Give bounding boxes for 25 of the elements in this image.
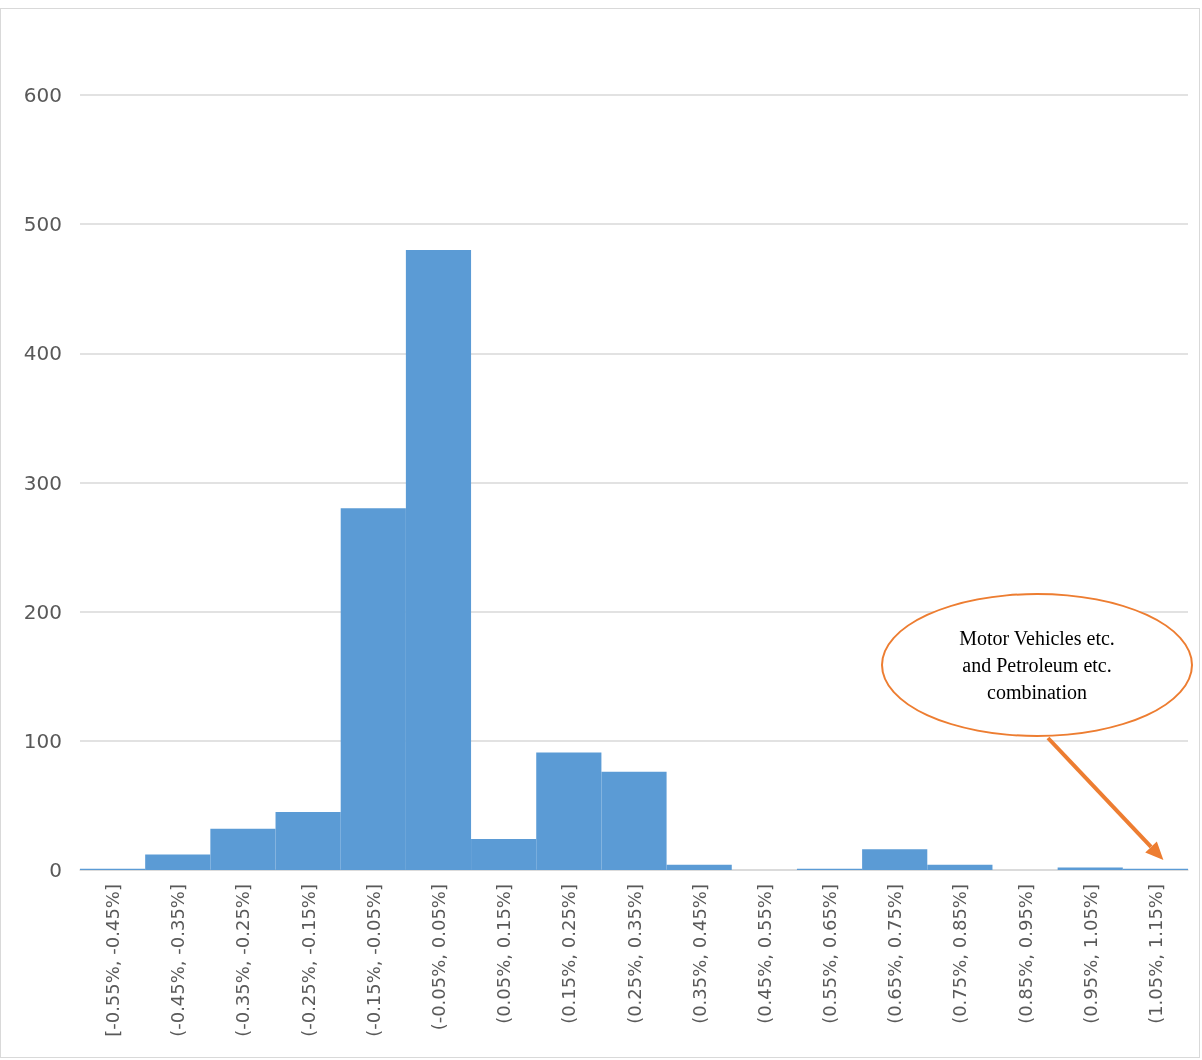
x-tick-label: (-0.05%, 0.05%] [427,884,449,1031]
y-tick-label: 300 [23,470,62,495]
x-tick-label: (-0.15%, -0.05%] [362,884,384,1037]
x-tick-label: (0.05%, 0.15%] [493,884,515,1024]
x-tick-label: (0.45%, 0.55%] [753,884,775,1024]
x-tick-label: (0.35%, 0.45%] [688,884,710,1024]
x-tick-label: (0.75%, 0.85%] [949,884,971,1024]
x-tick-label: (0.85%, 0.95%] [1014,884,1036,1024]
x-tick-label: (1.05%, 1.15%] [1144,884,1166,1024]
x-tick-label: (0.25%, 0.35%] [623,884,645,1024]
x-tick-label: (0.95%, 1.05%] [1079,884,1101,1024]
y-tick-label: 200 [23,599,62,624]
x-tick-label: (-0.35%, -0.25%] [232,884,254,1037]
y-tick-label: 600 [23,83,62,107]
y-tick-label: 100 [23,728,62,753]
x-tick-label: (-0.25%, -0.15%] [297,884,319,1037]
x-tick-label: (-0.45%, -0.35%] [167,884,189,1037]
callout-ellipse: Motor Vehicles etc. and Petroleum etc. combination [881,593,1193,737]
y-tick-label: 0 [49,858,62,882]
x-tick-label: (0.15%, 0.25%] [558,884,580,1024]
x-tick-label: (0.55%, 0.65%] [819,884,841,1024]
x-tick-label: [-0.55%, -0.45%] [102,884,124,1037]
x-tick-label: (0.65%, 0.75%] [884,884,906,1024]
y-tick-label: 500 [23,212,62,237]
y-tick-label: 400 [23,341,62,366]
